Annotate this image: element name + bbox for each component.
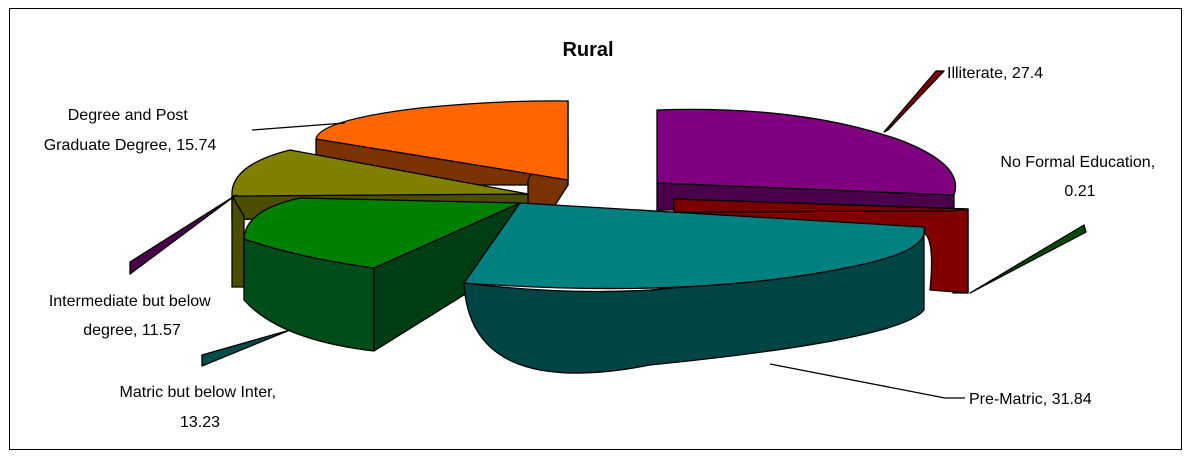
leader-illiterate [883, 70, 945, 133]
label-no-formal-education: No Formal Education, 0.21 [1000, 154, 1159, 200]
slice-labels: Illiterate, 27.4 No Formal Education, 0.… [44, 65, 1159, 431]
leader-degree [251, 122, 346, 131]
leader-intermediate [129, 194, 237, 275]
label-illiterate: Illiterate, 27.4 [947, 65, 1043, 82]
label-pre-matric: Pre-Matric, 31.84 [969, 391, 1092, 408]
slice-top-intermediate-but-below-degree [231, 149, 529, 197]
slice-top-illiterate [656, 108, 957, 196]
slice-top-pre-matric [463, 202, 926, 290]
leader-lines [129, 70, 1087, 399]
slice-side-prematric [463, 226, 925, 374]
label-matric-but-below-inter: Matric but below Inter, 13.23 [120, 384, 281, 431]
leader-matric [201, 329, 291, 367]
slice-top-no-formal-education [673, 198, 969, 213]
slice-top-degree-and-post-graduate [315, 100, 569, 181]
slice-top-matric-but-below-inter [243, 197, 521, 269]
slice-tops [231, 100, 969, 290]
label-degree-and-post-graduate: Degree and Post Graduate Degree, 15.74 [44, 107, 217, 154]
label-intermediate-but-below-degree: Intermediate but below degree, 11.57 [49, 293, 215, 339]
leader-prematric [769, 363, 965, 399]
leader-noformal [969, 224, 1087, 294]
chart-title: Rural [562, 39, 613, 61]
